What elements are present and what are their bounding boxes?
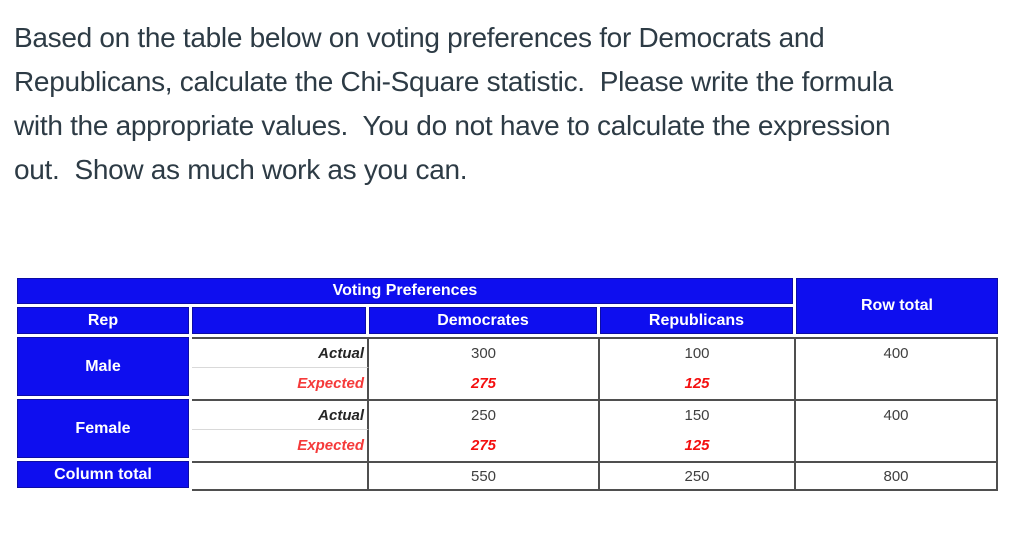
grand-total-value: 800 (796, 461, 998, 491)
question-line-4: out. Show as much work as you can. (14, 154, 468, 185)
voting-preferences-table: Voting Preferences Row total Rep Democra… (17, 278, 998, 491)
democrats-column-total-value: 550 (369, 461, 600, 491)
female-row-total-blank-cell (796, 430, 998, 461)
male-actual-democrats-value: 300 (369, 337, 600, 368)
female-expected-label: Expected (192, 430, 369, 461)
male-row-total-value: 400 (796, 337, 998, 368)
male-expected-republicans-value: 125 (600, 368, 796, 399)
male-row-header: Male (17, 337, 192, 399)
female-actual-republicans-value: 150 (600, 399, 796, 430)
blank-header-cell (192, 307, 369, 337)
row-total-header-cell: Row total (796, 278, 998, 337)
question-line-2: Republicans, calculate the Chi-Square st… (14, 66, 893, 97)
column-total-blank-cell (192, 461, 369, 491)
male-actual-label: Actual (192, 337, 369, 368)
question-text-block: Based on the table below on voting prefe… (14, 16, 1020, 192)
male-expected-democrats-value: 275 (369, 368, 600, 399)
republicans-column-total-value: 250 (600, 461, 796, 491)
female-actual-label: Actual (192, 399, 369, 430)
question-line-1: Based on the table below on voting prefe… (14, 22, 825, 53)
republicans-column-header: Republicans (600, 307, 796, 337)
male-row-total-blank-cell (796, 368, 998, 399)
female-row-total-value: 400 (796, 399, 998, 430)
female-row-header: Female (17, 399, 192, 461)
female-actual-democrats-value: 250 (369, 399, 600, 430)
male-expected-label: Expected (192, 368, 369, 399)
rep-header-cell: Rep (17, 307, 192, 337)
table-title-cell: Voting Preferences (17, 278, 796, 307)
female-expected-republicans-value: 125 (600, 430, 796, 461)
male-actual-republicans-value: 100 (600, 337, 796, 368)
question-line-3: with the appropriate values. You do not … (14, 110, 891, 141)
column-total-row-header: Column total (17, 461, 192, 491)
democrats-column-header: Democrates (369, 307, 600, 337)
female-expected-democrats-value: 275 (369, 430, 600, 461)
